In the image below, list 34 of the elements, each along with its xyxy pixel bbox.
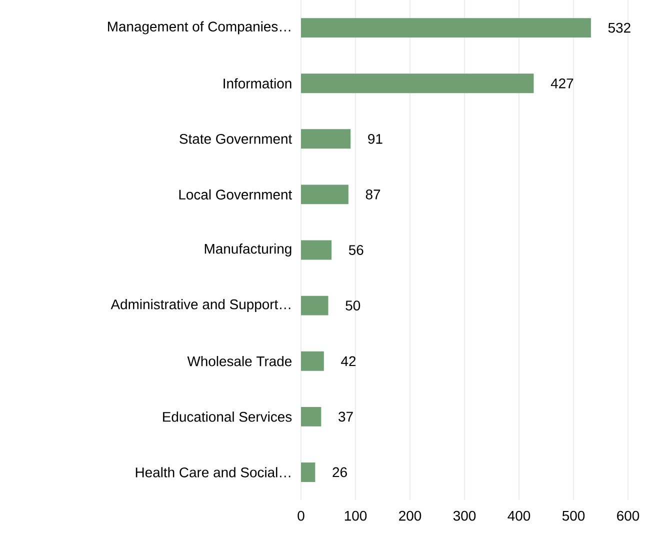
- x-tick-label: 0: [298, 510, 304, 521]
- data-label: 87: [366, 190, 380, 200]
- x-tick-label: 600: [617, 510, 640, 521]
- y-tick-label: Administrative and Support…: [110, 299, 290, 312]
- bar: [301, 184, 348, 204]
- bar: [301, 351, 324, 371]
- data-label: 532: [608, 22, 630, 33]
- bar: [301, 129, 351, 149]
- x-tick-label: 300: [453, 510, 476, 521]
- x-tick-label: 400: [508, 510, 530, 521]
- y-tick-label: Health Care and Social…: [136, 467, 290, 478]
- data-label: 56: [348, 245, 364, 255]
- data-label: 42: [341, 356, 356, 366]
- data-label: 91: [368, 134, 382, 144]
- x-tick-label: 500: [562, 510, 585, 521]
- data-label: 37: [338, 412, 353, 422]
- data-label: 26: [332, 467, 347, 478]
- y-tick-label: Wholesale Trade: [187, 356, 292, 366]
- x-tick-label: 100: [344, 510, 367, 521]
- bar: [301, 462, 316, 482]
- x-tick-label: 200: [399, 510, 422, 521]
- y-tick-label: Manufacturing: [204, 244, 292, 257]
- data-label: 50: [346, 300, 360, 311]
- y-tick-label: Information: [224, 78, 292, 88]
- y-tick-label: Management of Companies…: [108, 21, 290, 34]
- bar: [301, 406, 322, 426]
- bar: [301, 18, 591, 38]
- bar: [301, 74, 534, 94]
- y-tick-label: State Government: [180, 134, 292, 144]
- bar: [301, 296, 328, 316]
- data-label: 427: [550, 78, 574, 88]
- y-tick-label: Educational Services: [163, 412, 292, 422]
- y-tick-label: Local Government: [179, 189, 292, 200]
- bar: [301, 240, 332, 260]
